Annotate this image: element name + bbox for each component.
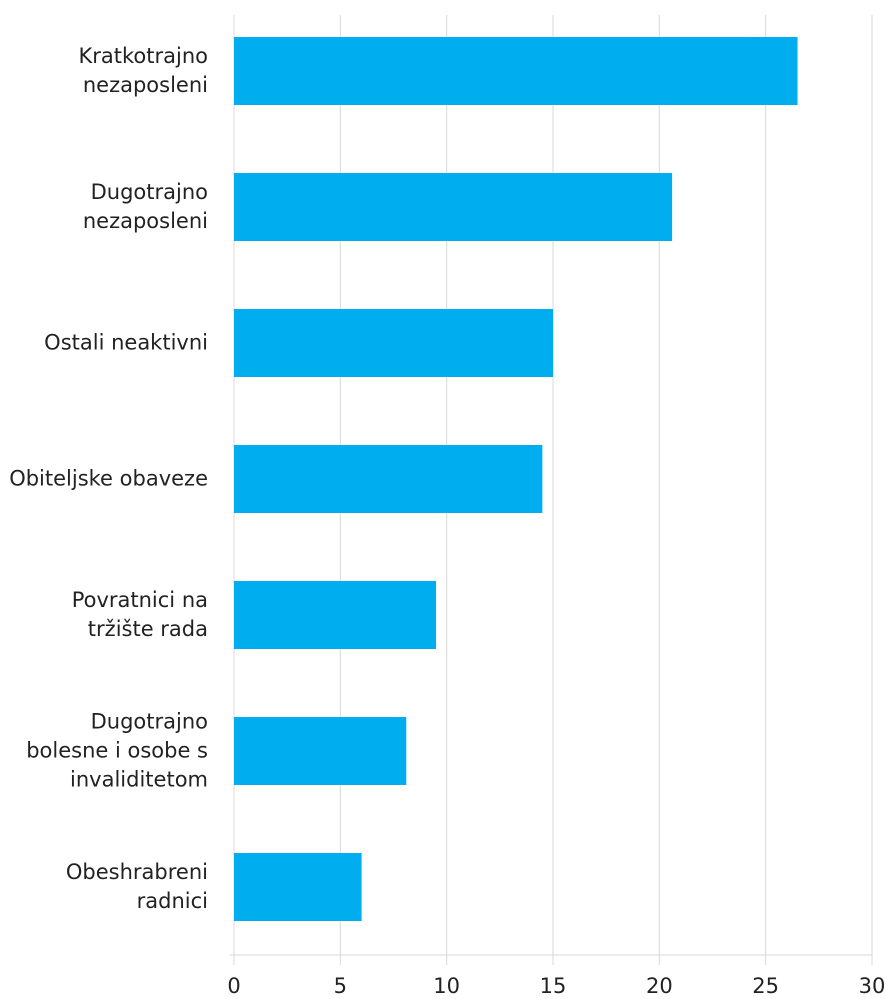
y-tick-label: Obeshrabreni radnici [65, 860, 208, 913]
x-tick-label: 10 [433, 974, 460, 998]
x-tick-label: 20 [646, 974, 673, 998]
x-tick-label: 30 [859, 974, 885, 998]
bar [234, 581, 437, 649]
x-tick-label: 0 [227, 974, 240, 998]
y-tick-label: Kratkotrajno nezaposleni [78, 44, 209, 97]
bar [234, 445, 543, 513]
bar [234, 717, 407, 785]
x-tick-label: 5 [334, 974, 347, 998]
y-tick-label: Povratnici na tržište rada [71, 588, 208, 641]
y-tick-label: Dugotrajno nezaposleni [82, 180, 208, 233]
y-tick-label: Dugotrajno bolesne i osobe s invaliditet… [26, 709, 208, 792]
x-tick-label: 25 [752, 974, 779, 998]
bar [234, 853, 362, 921]
x-tick-label: 15 [540, 974, 567, 998]
bar [234, 37, 798, 105]
y-tick-label: Ostali neaktivni [44, 330, 208, 355]
y-tick-label: Obiteljske obaveze [9, 466, 208, 491]
bar [234, 173, 673, 241]
bar [234, 309, 553, 377]
